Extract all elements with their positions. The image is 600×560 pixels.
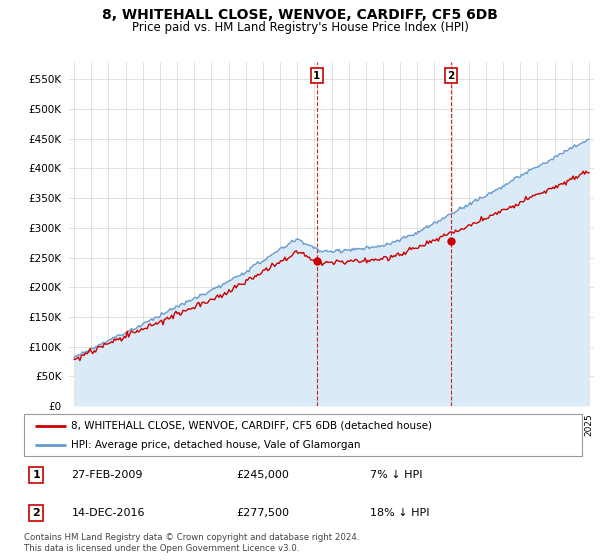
Text: 27-FEB-2009: 27-FEB-2009 bbox=[71, 470, 143, 480]
Text: 7% ↓ HPI: 7% ↓ HPI bbox=[370, 470, 422, 480]
Text: 8, WHITEHALL CLOSE, WENVOE, CARDIFF, CF5 6DB: 8, WHITEHALL CLOSE, WENVOE, CARDIFF, CF5… bbox=[102, 8, 498, 22]
Text: HPI: Average price, detached house, Vale of Glamorgan: HPI: Average price, detached house, Vale… bbox=[71, 440, 361, 450]
Text: 18% ↓ HPI: 18% ↓ HPI bbox=[370, 508, 430, 518]
Text: 8, WHITEHALL CLOSE, WENVOE, CARDIFF, CF5 6DB (detached house): 8, WHITEHALL CLOSE, WENVOE, CARDIFF, CF5… bbox=[71, 421, 433, 431]
FancyBboxPatch shape bbox=[24, 414, 582, 456]
Text: £245,000: £245,000 bbox=[236, 470, 289, 480]
Text: 2: 2 bbox=[32, 508, 40, 518]
Text: 1: 1 bbox=[32, 470, 40, 480]
Text: Contains HM Land Registry data © Crown copyright and database right 2024.
This d: Contains HM Land Registry data © Crown c… bbox=[24, 533, 359, 553]
Text: £277,500: £277,500 bbox=[236, 508, 289, 518]
Text: 1: 1 bbox=[313, 71, 320, 81]
Text: 2: 2 bbox=[447, 71, 454, 81]
Text: 14-DEC-2016: 14-DEC-2016 bbox=[71, 508, 145, 518]
Text: Price paid vs. HM Land Registry's House Price Index (HPI): Price paid vs. HM Land Registry's House … bbox=[131, 21, 469, 34]
